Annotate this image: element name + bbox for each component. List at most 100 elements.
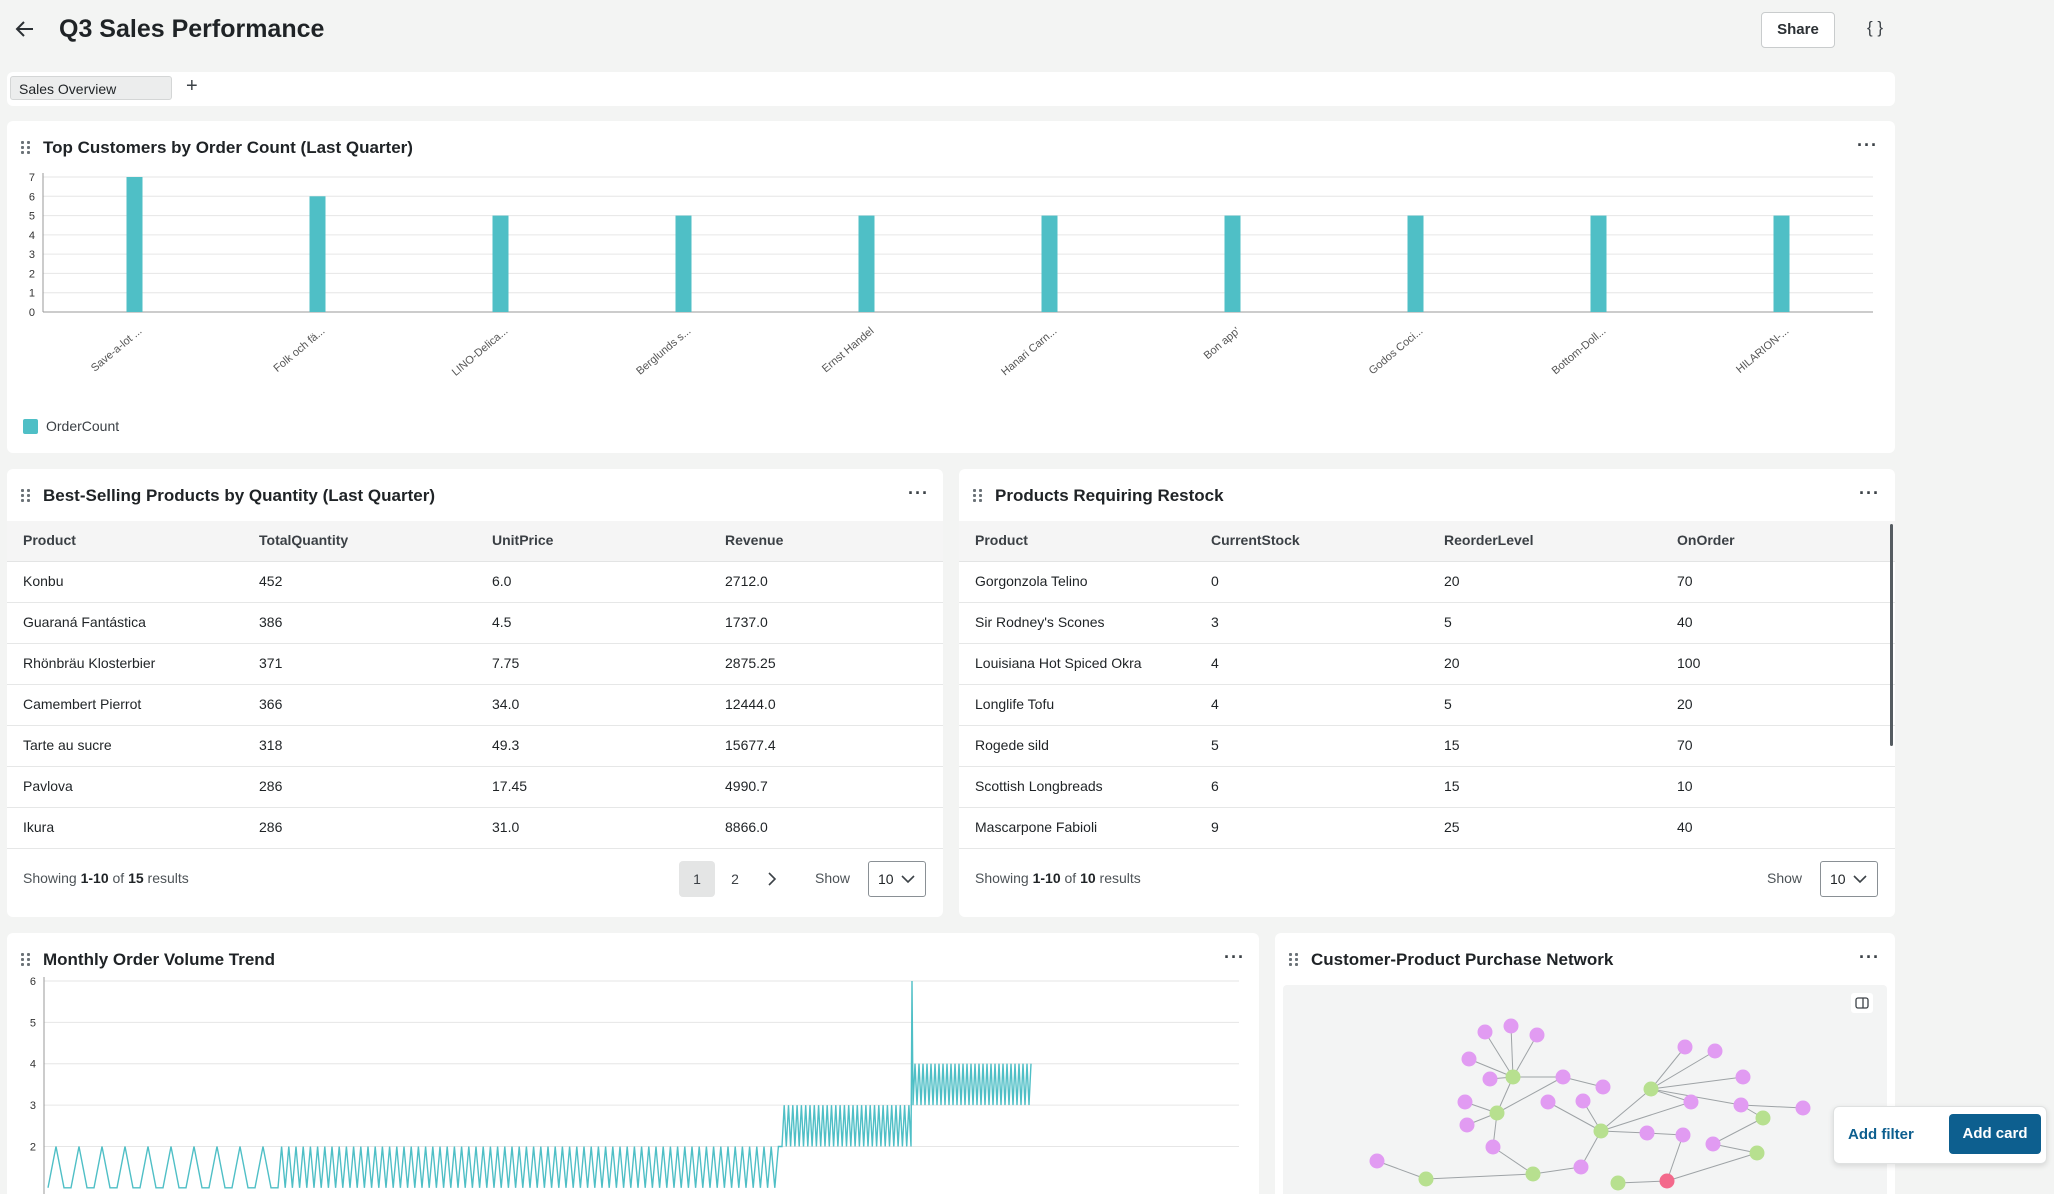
column-header[interactable]: CurrentStock (1211, 532, 1300, 548)
column-header[interactable]: Product (975, 532, 1028, 548)
table-row[interactable]: Camembert Pierrot 366 34.0 12444.0 (7, 685, 943, 726)
table-row[interactable]: Pavlova 286 17.45 4990.7 (7, 767, 943, 808)
page-2-button[interactable]: 2 (731, 871, 739, 887)
table-cell: 70 (1677, 737, 1693, 753)
y-tick-label: 2 (29, 268, 35, 280)
table-cell: 4.5 (492, 614, 512, 630)
column-header[interactable]: Product (23, 532, 76, 548)
more-options-icon[interactable]: ··· (1859, 947, 1880, 967)
table-cell: 4 (1211, 655, 1219, 671)
page-1-button[interactable]: 1 (679, 861, 715, 897)
back-arrow-icon[interactable] (14, 18, 36, 40)
x-tick-label: HILARION-... (1734, 325, 1791, 376)
x-tick-label: Save-a-lot ... (89, 325, 144, 374)
network-edge (1600, 1088, 1652, 1132)
page-size-select[interactable]: 10 (1820, 861, 1878, 897)
network-node (1675, 1127, 1691, 1143)
more-options-icon[interactable]: ··· (1224, 947, 1245, 967)
network-node (1677, 1039, 1693, 1055)
y-tick-label: 0 (29, 307, 35, 319)
json-view-icon[interactable]: { } (1867, 18, 1884, 37)
drag-handle-icon[interactable] (21, 953, 31, 967)
network-node (1735, 1069, 1751, 1085)
network-edge (1740, 1104, 1804, 1109)
column-header[interactable]: TotalQuantity (259, 532, 349, 548)
add-tab-icon[interactable]: + (186, 75, 198, 97)
table-cell: 2712.0 (725, 573, 768, 589)
page-size-value: 10 (1830, 871, 1846, 887)
page-size-select[interactable]: 10 (868, 861, 926, 897)
summary-range: 1-10 (80, 870, 109, 886)
network-edge (1425, 1173, 1534, 1180)
column-header[interactable]: ReorderLevel (1444, 532, 1534, 548)
table-cell: 15677.4 (725, 737, 776, 753)
network-edge (1650, 1076, 1744, 1090)
table-row[interactable]: Rogede sild 5 15 70 (959, 726, 1895, 767)
table-cell: 1737.0 (725, 614, 768, 630)
more-options-icon[interactable]: ··· (1859, 483, 1880, 503)
network-edge (1666, 1152, 1758, 1182)
page-size-value: 10 (878, 871, 894, 887)
network-node (1755, 1110, 1771, 1126)
table-row[interactable]: Gorgonzola Telino 0 20 70 (959, 562, 1895, 603)
table-cell: Scottish Longbreads (975, 778, 1103, 794)
network-node (1573, 1159, 1589, 1175)
summary-text: of (108, 870, 129, 886)
network-canvas[interactable] (1283, 985, 1887, 1194)
add-card-button[interactable]: Add card (1949, 1114, 2041, 1154)
table-row[interactable]: Scottish Longbreads 6 15 10 (959, 767, 1895, 808)
table-cell: 31.0 (492, 819, 520, 835)
next-page-icon[interactable] (765, 872, 779, 886)
drag-handle-icon[interactable] (973, 489, 983, 503)
restock-card: Products Requiring Restock ··· Product C… (959, 469, 1895, 917)
more-options-icon[interactable]: ··· (1857, 135, 1878, 155)
table-cell: 12444.0 (725, 696, 776, 712)
network-edge (1600, 1130, 1648, 1134)
table-row[interactable]: Ikura 286 31.0 8866.0 (7, 808, 943, 849)
drag-handle-icon[interactable] (21, 141, 31, 155)
table-cell: 5 (1444, 614, 1452, 630)
add-filter-button[interactable]: Add filter (1848, 1126, 1914, 1143)
share-button[interactable]: Share (1761, 12, 1835, 48)
network-node (1707, 1043, 1723, 1059)
table-cell: 34.0 (492, 696, 520, 712)
network-node (1540, 1094, 1556, 1110)
network-node (1643, 1081, 1659, 1097)
y-tick-label: 7 (29, 172, 35, 184)
network-node (1593, 1123, 1609, 1139)
table-cell: 386 (259, 614, 283, 630)
table-row[interactable]: Longlife Tofu 4 5 20 (959, 685, 1895, 726)
bar (1224, 215, 1241, 312)
drag-handle-icon[interactable] (21, 489, 31, 503)
table-cell: 40 (1677, 614, 1693, 630)
more-options-icon[interactable]: ··· (908, 483, 929, 503)
table-row[interactable]: Sir Rodney's Scones 3 5 40 (959, 603, 1895, 644)
drag-handle-icon[interactable] (1289, 953, 1299, 967)
table-row[interactable]: Guaraná Fantástica 386 4.5 1737.0 (7, 603, 943, 644)
column-header[interactable]: Revenue (725, 532, 784, 548)
column-header[interactable]: UnitPrice (492, 532, 554, 548)
network-node (1595, 1079, 1611, 1095)
network-node (1795, 1100, 1811, 1116)
table-scrollbar[interactable] (1890, 524, 1893, 746)
show-label: Show (1767, 870, 1803, 886)
table-cell: 49.3 (492, 737, 520, 753)
table-cell: 4 (1211, 696, 1219, 712)
table-cell: 2875.25 (725, 655, 776, 671)
network-node (1610, 1175, 1626, 1191)
tab-sales-overview[interactable]: Sales Overview (10, 76, 172, 100)
table-cell: 4990.7 (725, 778, 768, 794)
network-node (1461, 1051, 1477, 1067)
table-row[interactable]: Mascarpone Fabioli 9 25 40 (959, 808, 1895, 849)
network-edge (1617, 1180, 1668, 1184)
table-row[interactable]: Louisiana Hot Spiced Okra 4 20 100 (959, 644, 1895, 685)
column-header[interactable]: OnOrder (1677, 532, 1735, 548)
expand-panel-icon[interactable] (1851, 993, 1873, 1013)
table-row[interactable]: Tarte au sucre 318 49.3 15677.4 (7, 726, 943, 767)
x-tick-label: Bottom-Doll... (1550, 325, 1609, 377)
table-row[interactable]: Konbu 452 6.0 2712.0 (7, 562, 943, 603)
top-customers-bar-chart: 0 1 2 3 4 5 6 7 Save-a-lot ... Folk och fä... LINO… (29, 172, 1873, 379)
summary-text: of (1060, 870, 1081, 886)
network-edge (1492, 1146, 1534, 1175)
table-row[interactable]: Rhönbräu Klosterbier 371 7.75 2875.25 (7, 644, 943, 685)
